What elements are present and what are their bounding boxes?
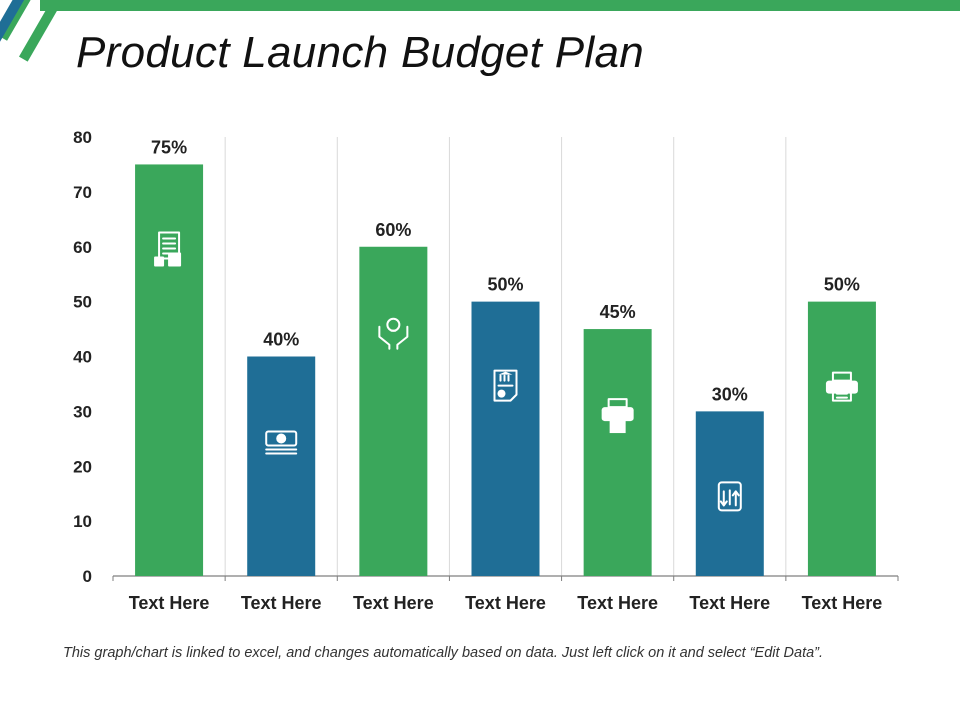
- bar[interactable]: [135, 164, 204, 576]
- x-tick-label: Text Here: [465, 593, 546, 613]
- labels-layer: 0 10 20 30 40 50 60 70 80 75% Text Here 40% Text Her…: [73, 128, 882, 613]
- x-tick-label: Text Here: [689, 593, 770, 613]
- y-tick-label: 20: [73, 457, 92, 476]
- x-tick-label: Text Here: [802, 593, 883, 613]
- footnote-text: This graph/chart is linked to excel, and…: [63, 645, 824, 661]
- data-label: 60%: [375, 220, 411, 240]
- x-tick-label: Text Here: [353, 593, 434, 613]
- printer-dollar-icon: [601, 398, 634, 434]
- y-tick-label: 80: [73, 128, 92, 147]
- data-label: 75%: [151, 137, 187, 157]
- bar[interactable]: [807, 301, 876, 576]
- y-tick-label: 60: [73, 238, 92, 257]
- bars-layer: [135, 164, 876, 576]
- data-label: 40%: [263, 330, 299, 350]
- icons-layer: [154, 231, 858, 512]
- bar[interactable]: [247, 356, 316, 577]
- slide-title: Product Launch Budget Plan: [76, 28, 644, 77]
- x-tick-label: Text Here: [129, 593, 210, 613]
- bar[interactable]: [471, 301, 540, 576]
- x-tick-label: Text Here: [577, 593, 658, 613]
- bar[interactable]: [583, 329, 652, 576]
- idea-hands-icon: [378, 317, 409, 350]
- y-tick-label: 10: [73, 512, 92, 531]
- money-stack-icon: [265, 430, 298, 455]
- data-label: 45%: [600, 302, 636, 322]
- y-tick-label: 70: [73, 183, 92, 202]
- dollar-exchange-icon: [717, 481, 742, 512]
- calculator-document-icon: [154, 231, 182, 267]
- data-label: 50%: [487, 275, 523, 295]
- bank-document-icon: [493, 369, 518, 402]
- data-label: 30%: [712, 384, 748, 404]
- y-tick-label: 40: [73, 348, 92, 367]
- y-tick-label: 0: [83, 567, 92, 586]
- y-tick-label: 30: [73, 402, 92, 421]
- x-tick-label: Text Here: [241, 593, 322, 613]
- header-accent-bar: [40, 0, 960, 11]
- data-label: 50%: [824, 275, 860, 295]
- y-tick-label: 50: [73, 293, 92, 312]
- bar[interactable]: [359, 246, 428, 576]
- printer-icon: [825, 371, 858, 402]
